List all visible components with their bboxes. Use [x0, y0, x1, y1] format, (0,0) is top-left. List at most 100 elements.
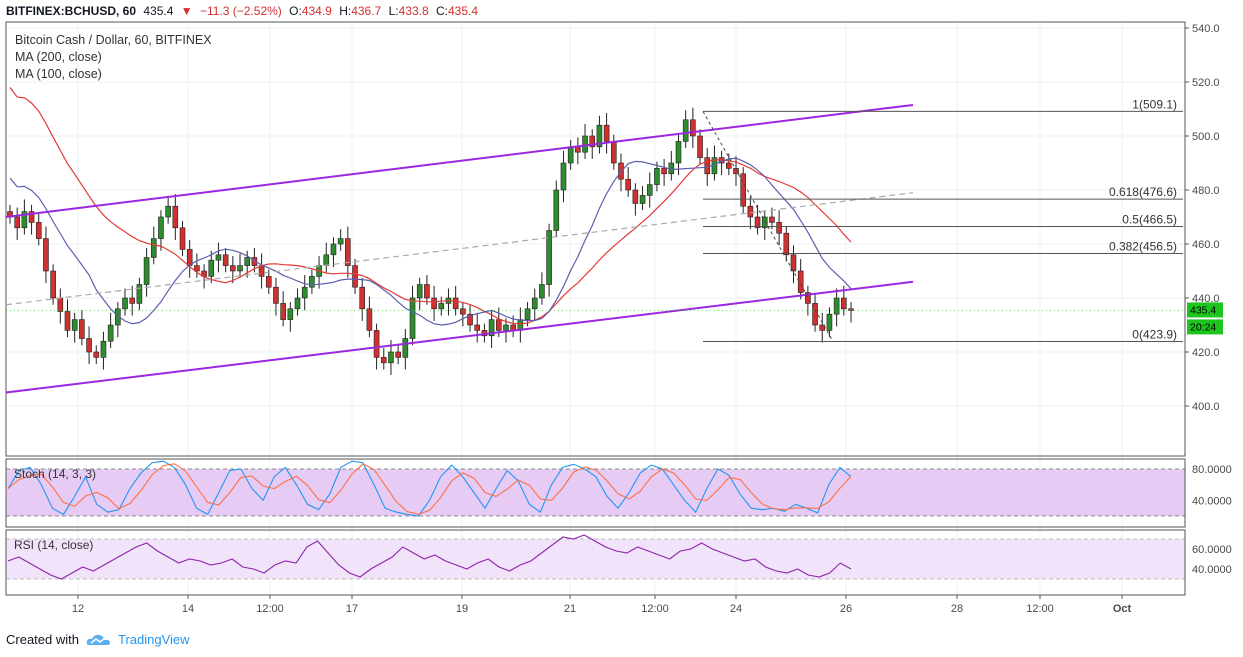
candle-body [553, 189, 560, 231]
price-tick-label: 420.0 [1192, 347, 1220, 359]
candle [222, 248, 229, 273]
candle-body [345, 238, 351, 266]
candle [812, 293, 818, 332]
candle-body [107, 324, 114, 342]
candle [79, 310, 85, 346]
price-tag-box [1187, 302, 1223, 318]
candle-body [21, 211, 28, 229]
candle [323, 242, 330, 273]
candle-body [833, 297, 840, 315]
candle [754, 204, 761, 235]
candle-body [826, 313, 833, 331]
low-label: L: [388, 4, 399, 18]
candle [107, 312, 114, 348]
candle-body [330, 243, 337, 256]
stoch-tick-label: 80.0000 [1192, 464, 1232, 476]
price-tick-label: 500.0 [1192, 131, 1220, 143]
candle-body [740, 173, 746, 207]
candle-body [86, 338, 92, 353]
candle-body [467, 313, 473, 326]
candle [294, 288, 301, 316]
candle [287, 302, 294, 332]
time-tick-label: 19 [456, 603, 468, 615]
candle-body [237, 265, 243, 272]
candle [301, 275, 308, 311]
candle [50, 264, 56, 305]
candle-body [747, 205, 754, 218]
candle-body [186, 249, 193, 266]
candle [474, 312, 481, 343]
candle [14, 207, 20, 240]
candle-body [194, 265, 200, 272]
candle [165, 196, 171, 224]
tradingview-link[interactable]: TradingView [118, 632, 190, 647]
candle-body [14, 216, 20, 229]
time-tick-label: 26 [840, 603, 852, 615]
candle [625, 167, 631, 197]
candle [661, 158, 667, 186]
candle [409, 285, 416, 346]
candle-body [301, 286, 308, 299]
candle-body [603, 124, 610, 142]
stoch-k-line [7, 460, 852, 517]
candle-body [452, 297, 459, 310]
candle [761, 210, 768, 240]
candle-body [265, 276, 272, 288]
candle [158, 210, 164, 251]
candle [646, 172, 653, 208]
channel-lower-line [5, 280, 914, 394]
candle [553, 180, 560, 238]
candle-body [309, 276, 315, 288]
candle [309, 269, 315, 294]
candle-body [646, 184, 653, 196]
candle [122, 288, 128, 316]
candle [115, 302, 121, 338]
candle [797, 258, 804, 300]
candle-body [726, 162, 732, 169]
candle-body [179, 227, 186, 250]
candle-body [761, 216, 768, 229]
candle [280, 291, 286, 327]
candle-body [172, 205, 179, 229]
candle-body [639, 195, 646, 204]
candle [632, 183, 639, 216]
candle [776, 210, 782, 246]
candle-body [244, 257, 251, 266]
candle-body [776, 222, 782, 234]
candle [345, 226, 351, 278]
ma100-line [9, 157, 852, 326]
candle [503, 318, 509, 343]
candle-body [409, 297, 416, 339]
candle [740, 167, 746, 213]
time-tick-label: 17 [346, 603, 358, 615]
candle-body [438, 303, 445, 310]
candle [848, 302, 854, 323]
candle-body [575, 146, 581, 153]
candle [819, 312, 826, 343]
ma200-legend: MA (200, close) [15, 50, 102, 64]
candle [337, 229, 344, 251]
candle [143, 248, 150, 297]
fib-trend-line [702, 111, 834, 342]
candle-body [495, 319, 502, 331]
stoch-title: Stoch (14, 3, 3) [14, 467, 96, 481]
candle-body [841, 297, 847, 310]
candle-body [654, 168, 660, 185]
candle-body [273, 286, 279, 304]
high-value: 436.7 [351, 4, 382, 18]
candle-body [589, 135, 596, 148]
candle-body [294, 297, 301, 310]
candle-body [596, 124, 603, 148]
open-value: 434.9 [301, 4, 332, 18]
candle [57, 288, 64, 324]
candle-body [35, 222, 42, 239]
time-tick-label: 12 [72, 603, 84, 615]
candle [783, 226, 790, 262]
candle-body [531, 297, 538, 310]
candle [733, 156, 739, 186]
tradingview-cloud-icon [86, 634, 110, 645]
candle-body [380, 357, 387, 364]
candle [690, 107, 696, 149]
candle-body [682, 119, 689, 142]
